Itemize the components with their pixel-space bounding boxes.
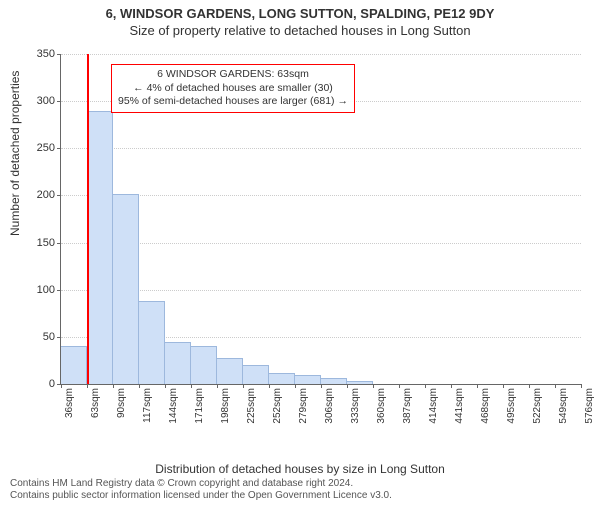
histogram-bar: [61, 346, 87, 384]
histogram-bar: [347, 381, 373, 384]
footer-line-1: Contains HM Land Registry data © Crown c…: [10, 478, 392, 490]
histogram-bar: [217, 358, 243, 384]
histogram-bar: [113, 194, 139, 384]
y-tick-label: 350: [37, 48, 55, 60]
y-tick-mark: [57, 290, 61, 291]
histogram-bar: [139, 301, 165, 384]
footer-attribution: Contains HM Land Registry data © Crown c…: [10, 478, 392, 502]
x-tick-mark: [503, 384, 504, 388]
footer-line-2: Contains public sector information licen…: [10, 490, 392, 502]
y-axis-label: Number of detached properties: [8, 71, 22, 236]
x-tick-label: 117sqm: [142, 388, 153, 423]
x-tick-label: 252sqm: [272, 388, 283, 424]
y-tick-mark: [57, 148, 61, 149]
x-tick-label: 225sqm: [246, 388, 257, 424]
x-tick-mark: [217, 384, 218, 388]
x-tick-label: 576sqm: [584, 388, 595, 424]
annotation-line-2: ← 4% of detached houses are smaller (30): [118, 82, 348, 96]
y-tick-mark: [57, 243, 61, 244]
x-tick-label: 495sqm: [506, 388, 517, 424]
x-tick-label: 441sqm: [454, 388, 465, 424]
histogram-bar: [269, 373, 295, 384]
x-tick-mark: [399, 384, 400, 388]
histogram-bar: [321, 378, 347, 384]
y-tick-mark: [57, 101, 61, 102]
marker-line: [87, 54, 89, 384]
x-tick-label: 306sqm: [324, 388, 335, 424]
histogram-bar: [165, 342, 191, 384]
x-tick-label: 360sqm: [376, 388, 387, 424]
annotation-box: 6 WINDSOR GARDENS: 63sqm ← 4% of detache…: [111, 64, 355, 113]
grid-line: [61, 195, 581, 196]
x-tick-mark: [61, 384, 62, 388]
grid-line: [61, 148, 581, 149]
y-tick-label: 50: [43, 331, 55, 343]
annotation-line-1: 6 WINDSOR GARDENS: 63sqm: [118, 68, 348, 82]
x-tick-label: 36sqm: [64, 388, 75, 418]
x-tick-label: 144sqm: [168, 388, 179, 424]
x-tick-label: 198sqm: [220, 388, 231, 424]
y-tick-mark: [57, 337, 61, 338]
x-tick-label: 333sqm: [350, 388, 361, 424]
chart-container: 05010015020025030035036sqm63sqm90sqm117s…: [52, 54, 580, 434]
grid-line: [61, 54, 581, 55]
x-tick-label: 279sqm: [298, 388, 309, 424]
y-tick-label: 100: [37, 284, 55, 296]
y-tick-label: 300: [37, 95, 55, 107]
x-tick-mark: [529, 384, 530, 388]
y-tick-mark: [57, 54, 61, 55]
histogram-bar: [191, 346, 217, 384]
x-tick-mark: [243, 384, 244, 388]
x-tick-mark: [555, 384, 556, 388]
annotation-line-3: 95% of semi-detached houses are larger (…: [118, 95, 348, 109]
x-tick-mark: [451, 384, 452, 388]
histogram-bar: [243, 365, 269, 384]
x-tick-mark: [321, 384, 322, 388]
page-title-address: 6, WINDSOR GARDENS, LONG SUTTON, SPALDIN…: [0, 6, 600, 21]
x-tick-mark: [165, 384, 166, 388]
y-tick-mark: [57, 195, 61, 196]
x-tick-label: 387sqm: [402, 388, 413, 424]
x-tick-label: 171sqm: [194, 388, 205, 424]
x-tick-label: 414sqm: [428, 388, 439, 424]
x-tick-label: 90sqm: [116, 388, 127, 418]
y-tick-label: 250: [37, 142, 55, 154]
x-tick-mark: [139, 384, 140, 388]
x-tick-mark: [581, 384, 582, 388]
page-subtitle: Size of property relative to detached ho…: [0, 23, 600, 38]
x-tick-mark: [295, 384, 296, 388]
plot-area: 05010015020025030035036sqm63sqm90sqm117s…: [60, 54, 581, 385]
y-tick-label: 0: [49, 378, 55, 390]
histogram-bar: [87, 111, 113, 384]
x-tick-mark: [477, 384, 478, 388]
x-tick-label: 468sqm: [480, 388, 491, 424]
histogram-bar: [295, 375, 321, 384]
x-tick-mark: [113, 384, 114, 388]
x-tick-label: 522sqm: [532, 388, 543, 424]
x-tick-label: 63sqm: [90, 388, 101, 418]
x-tick-mark: [425, 384, 426, 388]
y-tick-label: 150: [37, 237, 55, 249]
x-tick-mark: [269, 384, 270, 388]
y-tick-label: 200: [37, 189, 55, 201]
x-tick-mark: [373, 384, 374, 388]
x-tick-mark: [191, 384, 192, 388]
x-tick-mark: [87, 384, 88, 388]
x-tick-mark: [347, 384, 348, 388]
x-tick-label: 549sqm: [558, 388, 569, 424]
grid-line: [61, 290, 581, 291]
grid-line: [61, 243, 581, 244]
x-axis-label: Distribution of detached houses by size …: [0, 462, 600, 476]
